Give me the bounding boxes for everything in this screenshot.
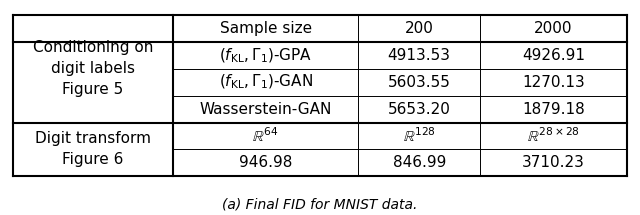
Text: 1879.18: 1879.18 [522,102,585,117]
Text: 5653.20: 5653.20 [388,102,451,117]
Text: 2000: 2000 [534,21,573,36]
Text: 3710.23: 3710.23 [522,155,585,170]
Text: $(f_{\mathrm{KL}}, \Gamma_1)$-GAN: $(f_{\mathrm{KL}}, \Gamma_1)$-GAN [219,73,312,91]
Text: 200: 200 [404,21,434,36]
Text: $\mathbb{R}^{128}$: $\mathbb{R}^{128}$ [403,127,436,145]
Text: Digit transform
Figure 6: Digit transform Figure 6 [35,131,151,167]
Text: Conditioning on
digit labels
Figure 5: Conditioning on digit labels Figure 5 [33,40,153,97]
Text: (a) Final FID for MNIST data.: (a) Final FID for MNIST data. [222,197,418,211]
Text: $\mathbb{R}^{28\times28}$: $\mathbb{R}^{28\times28}$ [527,127,580,145]
Text: $(f_{\mathrm{KL}}, \Gamma_1)$-GPA: $(f_{\mathrm{KL}}, \Gamma_1)$-GPA [219,46,312,64]
Text: Wasserstein-GAN: Wasserstein-GAN [200,102,332,117]
Text: 4913.53: 4913.53 [388,48,451,63]
Text: $\mathbb{R}^{64}$: $\mathbb{R}^{64}$ [252,127,279,145]
Text: Sample size: Sample size [220,21,312,36]
Text: 4926.91: 4926.91 [522,48,585,63]
Text: 1270.13: 1270.13 [522,75,585,90]
Text: 846.99: 846.99 [392,155,446,170]
Text: 5603.55: 5603.55 [388,75,451,90]
Text: 946.98: 946.98 [239,155,292,170]
